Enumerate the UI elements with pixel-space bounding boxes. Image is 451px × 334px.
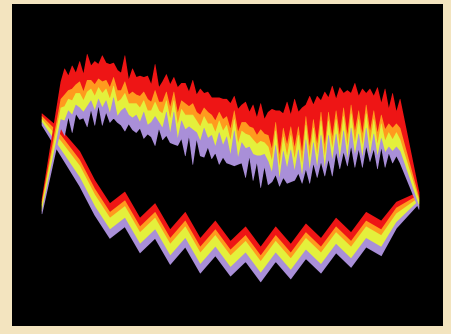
stream-chart bbox=[41, 54, 420, 283]
upper-band-purple-layer bbox=[41, 97, 420, 215]
plot-area bbox=[12, 4, 443, 326]
